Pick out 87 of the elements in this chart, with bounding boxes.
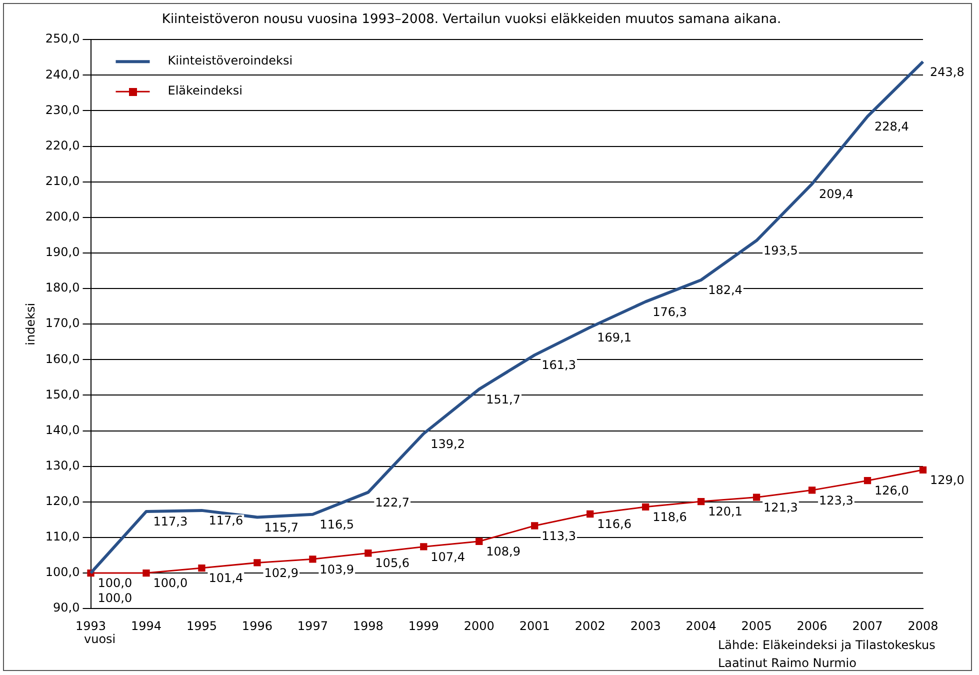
x-tick-label: 2008 — [908, 618, 938, 633]
point — [476, 538, 483, 545]
x-tick-label: 2001 — [519, 618, 550, 633]
y-tick-label: 160,0 — [45, 352, 80, 366]
data-label: 121,3 — [764, 500, 798, 514]
data-label: 139,2 — [430, 436, 466, 451]
data-label: 118,6 — [652, 510, 687, 524]
x-tick-label: 1996 — [242, 618, 272, 633]
data-label: 151,7 — [486, 392, 520, 406]
data-label: 243,8 — [930, 64, 964, 79]
y-tick-label: 220,0 — [45, 138, 80, 152]
y-tick-label: 250,0 — [45, 32, 80, 46]
data-label: 116,5 — [320, 517, 354, 532]
y-axis-title: indeksi — [23, 302, 38, 346]
data-label: 120,1 — [708, 504, 742, 519]
data-label: 117,3 — [153, 514, 188, 529]
x-tick-label: 2005 — [741, 618, 772, 633]
data-label: 100,0 — [98, 576, 132, 590]
data-label: 169,1 — [597, 330, 632, 344]
chart-title: Kiinteistöveron nousu vuosina 1993–2008. Vertailun vuoksi eläkkeiden muutos samana aikana. — [162, 12, 782, 28]
data-label: 117,6 — [208, 514, 244, 528]
y-tick-label: 240,0 — [45, 67, 80, 82]
data-label: 126,0 — [874, 484, 909, 498]
y-tick-label: 200,0 — [45, 210, 80, 224]
x-tick-label: 1994 — [130, 618, 162, 633]
point — [142, 569, 150, 577]
data-label: 100,0 — [98, 591, 132, 606]
data-label: 115,7 — [264, 520, 299, 534]
data-label: 122,7 — [375, 495, 410, 510]
point — [198, 564, 206, 572]
point — [752, 494, 760, 501]
point — [531, 522, 538, 530]
y-tick-label: 140,0 — [45, 422, 80, 437]
data-label: 103,9 — [320, 562, 354, 576]
data-label: 105,6 — [375, 556, 410, 570]
data-label: 176,3 — [652, 304, 687, 319]
point — [919, 466, 927, 474]
y-tick-label: 170,0 — [45, 316, 80, 330]
data-label: 100,0 — [153, 576, 188, 590]
point — [420, 543, 428, 550]
y-tick-label: 190,0 — [45, 245, 80, 260]
data-label: 108,9 — [486, 544, 520, 559]
x-tick-label: 2006 — [796, 618, 828, 633]
legend-label: Eläkeindeksi — [168, 84, 242, 98]
data-label: 209,4 — [819, 187, 854, 202]
y-tick-label: 150,0 — [45, 387, 80, 402]
point — [586, 510, 594, 518]
x-tick-label: 1993 — [75, 618, 106, 633]
x-tick-label: 2007 — [852, 618, 883, 633]
data-label: 116,6 — [597, 517, 632, 532]
text: Laatinut Raimo Nurmio — [718, 655, 858, 672]
point — [808, 486, 816, 494]
x-tick-label: 1999 — [408, 618, 439, 633]
data-label: 107,4 — [430, 550, 466, 564]
x-tick-label: 1998 — [352, 618, 384, 633]
data-label: 102,9 — [264, 566, 299, 580]
data-label: 101,4 — [208, 571, 244, 586]
point — [864, 476, 872, 484]
text: Lähde: Eläkeindeksi ja Tilastokeskus — [718, 637, 936, 654]
y-tick-label: 120,0 — [45, 494, 80, 508]
x-tick-label: 2004 — [686, 618, 716, 633]
x-tick-label: 2003 — [630, 618, 661, 633]
data-label: 182,4 — [708, 283, 742, 298]
y-tick-label: 100,0 — [45, 565, 80, 580]
y-tick-label: 130,0 — [45, 458, 80, 472]
y-tick-label: 180,0 — [45, 280, 80, 295]
data-label: 161,3 — [542, 358, 576, 372]
point — [254, 559, 261, 566]
point — [309, 556, 316, 563]
data-label: 123,3 — [819, 493, 854, 508]
x-tick-label: 2000 — [464, 618, 494, 633]
legend-label: Kiinteistöveroindeksi — [168, 54, 293, 68]
y-tick-label: 90,0 — [53, 600, 80, 615]
data-label: 129,0 — [930, 473, 964, 488]
data-label: 228,4 — [874, 120, 909, 134]
x-tick-label: 2002 — [574, 618, 606, 633]
x-tick-label: 1997 — [297, 618, 328, 633]
point — [364, 550, 372, 557]
data-label: 113,3 — [542, 528, 576, 543]
y-tick-label: 210,0 — [45, 174, 80, 188]
x-tick-label: 1995 — [186, 618, 217, 633]
data-label: 193,5 — [764, 244, 798, 258]
point — [697, 498, 705, 506]
y-tick-label: 110,0 — [45, 530, 80, 544]
y-tick-label: 230,0 — [45, 102, 80, 117]
x-axis-title: vuosi — [84, 632, 116, 646]
point — [642, 503, 650, 510]
